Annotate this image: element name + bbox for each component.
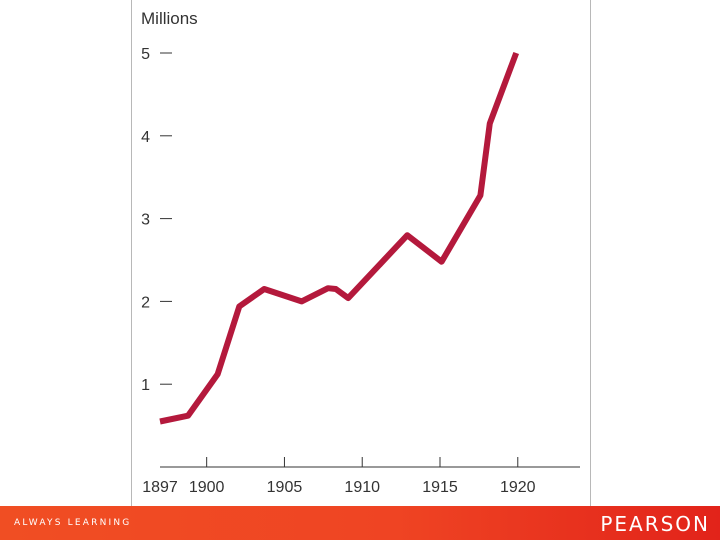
slide-frame <box>131 0 591 506</box>
x-ticks: 1897 1900 1905 1910 1915 1920 <box>142 457 536 496</box>
x-tick-label: 1910 <box>344 479 380 496</box>
series-line-millions <box>159 51 520 425</box>
y-tick-label: 3 <box>141 212 150 229</box>
footer-bar: ALWAYS LEARNING PEARSON <box>0 506 720 540</box>
y-axis-label: Millions <box>141 9 198 28</box>
x-tick-label: 1900 <box>189 479 225 496</box>
pearson-logo: PEARSON <box>600 512 710 536</box>
y-tick-label: 1 <box>141 377 150 394</box>
x-tick-label: 1915 <box>422 479 458 496</box>
chart: Millions 1 2 3 4 5 1897 1900 1905 1910 1915 1920 <box>141 9 580 496</box>
x-tick-label: 1897 <box>142 479 178 496</box>
y-tick-label: 4 <box>141 129 150 146</box>
y-ticks: 1 2 3 4 5 <box>141 46 172 394</box>
x-tick-label: 1920 <box>500 479 536 496</box>
y-tick-label: 5 <box>141 46 150 63</box>
y-tick-label: 2 <box>141 294 150 311</box>
x-tick-label: 1905 <box>267 479 303 496</box>
footer-tagline: ALWAYS LEARNING <box>14 518 132 528</box>
